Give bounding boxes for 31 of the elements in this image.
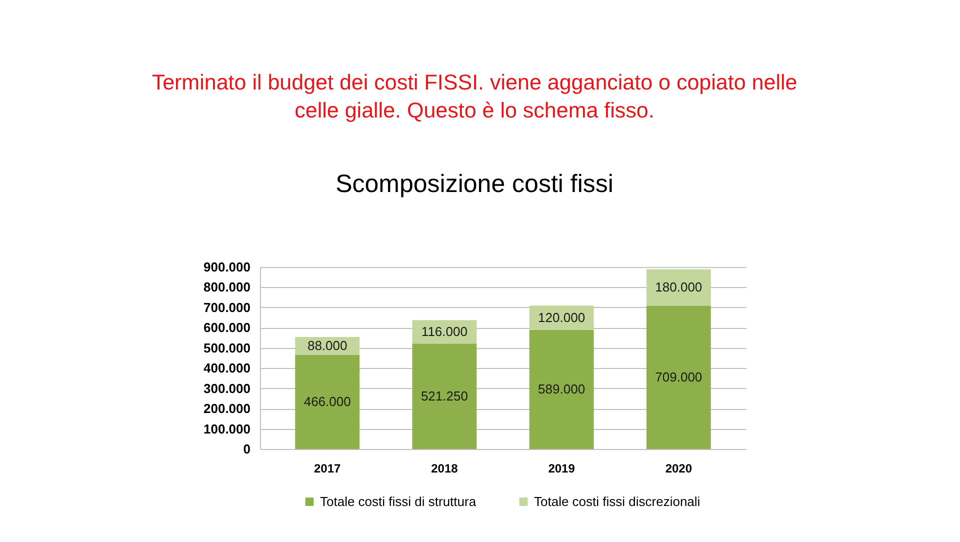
y-tick-label: 500.000	[204, 340, 250, 356]
text: Terminato il budget dei costi FISSI. viene agganciato o copiato nelle celle gialle. Questo è lo schema fisso.	[152, 70, 798, 122]
data-label: 116.000	[421, 324, 468, 339]
bar	[646, 306, 711, 449]
data-label: 120.000	[538, 310, 586, 325]
x-tick-label: 2017	[314, 462, 342, 476]
y-tick-label: 800.000	[204, 280, 250, 295]
chart-title: Scomposizione costi fissi	[336, 170, 614, 198]
legend-label: Totale costi fissi discrezionali	[534, 494, 700, 509]
bar	[412, 344, 477, 449]
data-label: 180.000	[655, 279, 702, 294]
legend-label: Totale costi fissi di struttura	[320, 494, 477, 509]
y-tick-label: 400.000	[204, 360, 250, 376]
x-tick-label: 2018	[431, 462, 458, 476]
data-label: 88.000	[307, 338, 348, 353]
y-tick-label: 900.000	[204, 260, 250, 274]
x-tick-label: 2019	[548, 462, 576, 476]
bar	[295, 354, 360, 449]
y-tick-label: 600.000	[204, 320, 250, 336]
data-label: 709.000	[655, 369, 702, 384]
y-tick-label: 200.000	[204, 401, 250, 416]
data-label: 466.000	[304, 394, 351, 409]
y-tick-label: 700.000	[204, 300, 250, 315]
data-label: 521.250	[420, 388, 468, 404]
data-label: 589.000	[538, 381, 586, 396]
y-tick-label: 300.000	[204, 380, 250, 396]
y-tick-label: 100.000	[204, 421, 250, 436]
bar	[529, 330, 594, 449]
x-tick-label: 2020	[665, 462, 692, 476]
bar	[646, 269, 711, 306]
y-tick-label: 0	[243, 442, 250, 456]
